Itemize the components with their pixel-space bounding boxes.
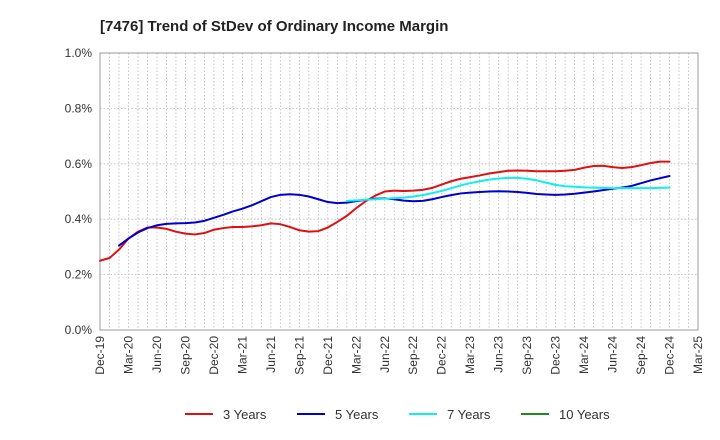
x-tick-label: Sep-23 bbox=[520, 336, 534, 375]
x-tick-label: Mar-24 bbox=[577, 336, 591, 374]
series-lines bbox=[99, 160, 671, 262]
y-tick-label: 0.4% bbox=[65, 212, 93, 226]
x-tick-label: Jun-24 bbox=[606, 336, 620, 373]
legend: 3 Years 5 Years 7 Years 10 Years bbox=[185, 407, 610, 422]
x-tick-label: Dec-20 bbox=[207, 336, 221, 375]
y-axis: 0.0% 0.2% 0.4% 0.6% 0.8% 1.0% bbox=[65, 46, 93, 337]
x-tick-label: Dec-19 bbox=[93, 336, 107, 375]
x-tick-label: Sep-24 bbox=[634, 336, 648, 375]
x-tick-label: Dec-22 bbox=[435, 336, 449, 375]
x-tick-label: Mar-21 bbox=[235, 336, 249, 374]
x-tick-label: Mar-23 bbox=[463, 336, 477, 374]
x-tick-label: Jun-22 bbox=[378, 336, 392, 373]
y-tick-label: 0.2% bbox=[65, 268, 93, 282]
x-tick-label: Sep-20 bbox=[178, 336, 192, 375]
x-tick-label: Dec-23 bbox=[549, 336, 563, 375]
x-tick-label: Jun-21 bbox=[264, 336, 278, 373]
x-axis: Dec-19 Mar-20 Jun-20 Sep-20 Dec-20 Mar-21 Jun-… bbox=[93, 336, 705, 375]
y-tick-label: 0.0% bbox=[65, 323, 93, 337]
legend-label: 10 Years bbox=[559, 407, 610, 422]
x-tick-label: Mar-20 bbox=[121, 336, 135, 374]
legend-label: 5 Years bbox=[335, 407, 379, 422]
legend-label: 7 Years bbox=[447, 407, 491, 422]
x-tick-label: Jun-23 bbox=[492, 336, 506, 373]
chart-title: [7476] Trend of StDev of Ordinary Income… bbox=[100, 18, 448, 35]
y-tick-label: 0.6% bbox=[65, 157, 93, 171]
y-tick-label: 1.0% bbox=[65, 46, 93, 60]
x-tick-label: Jun-20 bbox=[150, 336, 164, 373]
series-line bbox=[99, 160, 671, 262]
plot-area-border bbox=[99, 52, 699, 331]
legend-label: 3 Years bbox=[223, 407, 267, 422]
series-line bbox=[345, 176, 671, 202]
x-tick-label: Sep-22 bbox=[406, 336, 420, 375]
series-line bbox=[117, 174, 671, 247]
x-tick-label: Mar-22 bbox=[349, 336, 363, 374]
x-tick-label: Dec-24 bbox=[663, 336, 677, 375]
x-tick-label: Mar-25 bbox=[691, 336, 705, 374]
x-tick-label: Sep-21 bbox=[292, 336, 306, 375]
x-tick-label: Dec-21 bbox=[321, 336, 335, 375]
y-tick-label: 0.8% bbox=[65, 101, 93, 115]
